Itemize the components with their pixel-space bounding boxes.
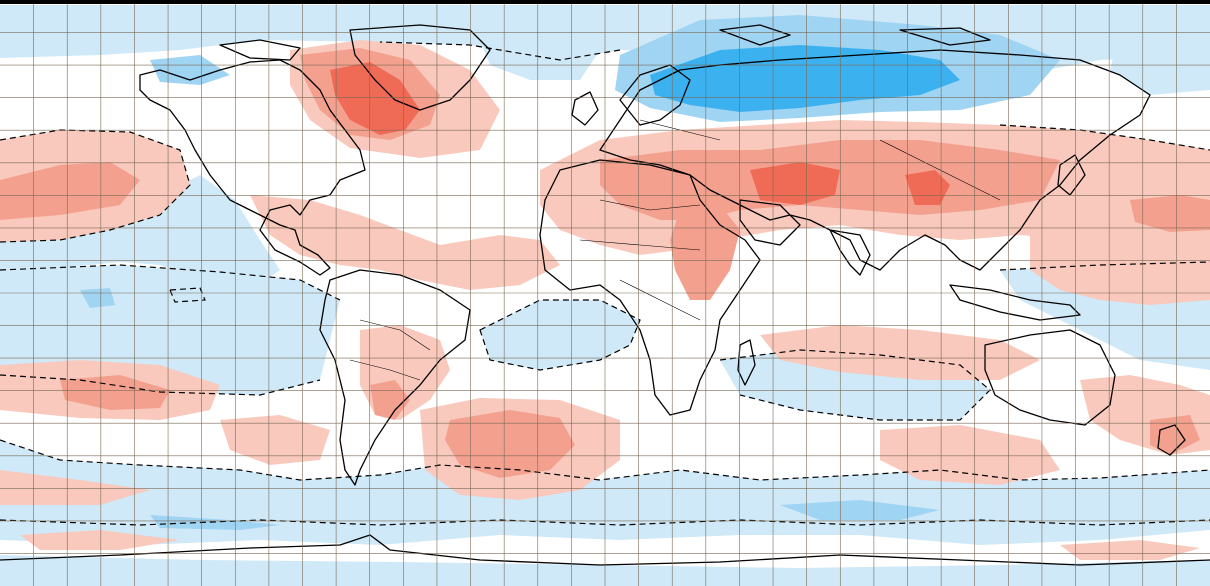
cool-region-ne-pacific [0,175,280,290]
coastline-eurasia [599,49,1151,271]
border-line [619,279,701,321]
warm-core-north-pacific [0,162,140,220]
cool-region-nw-atlantic [480,35,600,80]
cool-core-eurasia [650,45,960,112]
coastline-indonesia [949,284,1081,321]
border-line [349,359,421,381]
coastline-arctic-islands [219,39,301,61]
top-border [0,0,1210,4]
contour-line [379,41,621,61]
coastline-japan [1057,154,1086,196]
coastline-new-zealand [1157,424,1186,456]
country-border-layer [349,119,1001,381]
warm-core-new-zealand [1150,415,1200,455]
coastline-svalbard [719,24,791,46]
contour-line [0,129,191,243]
contour-line [0,519,1210,526]
warm-core-south-america [370,380,410,420]
contour-line [719,349,991,421]
coastline-scandinavia [619,64,691,126]
warm-anomaly-layer [0,40,1210,560]
warm-region-antarctic-coast-2 [1060,540,1200,560]
coastline-africa [539,159,761,416]
cool-region-hudson [150,55,230,85]
warm-core-greenland [330,62,420,135]
contour-line [0,439,1210,481]
warm-region-antarctic-coast [20,530,180,550]
border-line [599,199,701,211]
coastline-antarctica [0,534,1210,566]
warm-core-south-pacific [60,375,170,410]
border-line [879,139,1001,201]
warm-region-tropical-atlantic [250,195,560,290]
coastline-uk [571,91,599,126]
warm-region-southern-belt [0,470,150,505]
coastline-greenland [349,24,491,111]
contour-line [0,264,341,301]
warm-core-west-pacific [1130,195,1210,232]
coastline-siberia-islands [899,27,991,46]
warm-core-central-asia [750,162,840,205]
warm-core-south-atlantic [445,410,575,478]
border-line [579,239,701,251]
cool-region-arctic-east [1110,30,1210,95]
contour-line [999,261,1210,271]
coastline-arabia [739,199,801,246]
warm-region-indian-ocean [760,325,1040,380]
dashed-contour-layer [0,41,1210,526]
cool-core-southern-ocean-2 [780,500,940,520]
warm-core-tibet [905,170,950,205]
coastline-south-america [319,269,471,486]
contour-line [0,374,321,396]
warm-region-west-pacific [1030,232,1210,305]
coastline-north-america [139,59,366,276]
coastline-madagascar [737,339,756,386]
contour-line [999,124,1210,151]
warm-region-southern-belt-2 [880,425,1060,485]
border-line [359,319,431,351]
cool-region-south-atlantic [480,300,640,370]
contour-line [169,287,206,303]
cool-core-southern-ocean [150,515,280,530]
warm-region-east-africa [670,205,740,300]
